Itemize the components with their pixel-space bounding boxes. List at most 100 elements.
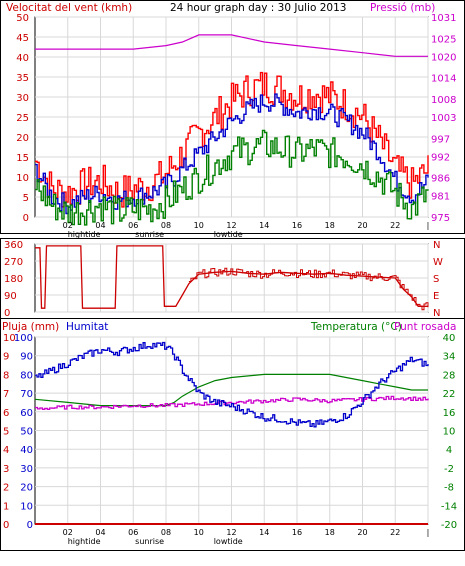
pressure-ytick-label: 1025 (431, 34, 456, 45)
temperature-ytick-label: 16 (443, 408, 456, 419)
dewpoint-ylabel: Punt rosada (394, 321, 456, 333)
humidity-series-line (35, 341, 429, 428)
temperature-xtick-label: 06 (128, 528, 138, 537)
temperature-xtick-label: 02 (63, 528, 73, 537)
temperature-ytick-label: -2 (444, 464, 454, 475)
temperature-marker-hightide: hightide (68, 537, 101, 546)
rain-ylabel: Pluja (mm) (2, 321, 59, 333)
pressure-ytick-label: 986 (431, 174, 450, 185)
pressure-ytick-label: 992 (431, 152, 450, 163)
humidity-ytick-label: 70 (20, 389, 33, 400)
temperature-xtick-label: 16 (292, 528, 302, 537)
direction-compass-label: N (433, 240, 440, 251)
temperature-ytick-label: 22 (443, 389, 456, 400)
temperature-xtick-label: 14 (259, 528, 269, 537)
wind-xtick-label: 12 (226, 221, 236, 230)
temperature-ytick-label: 28 (443, 370, 456, 381)
temperature-xtick-label: 12 (226, 528, 236, 537)
temperature-xtick-label: | (427, 528, 430, 537)
humidity-ytick-label: 30 (20, 464, 33, 475)
humidity-ytick-label: 50 (20, 427, 33, 438)
pressure-series-line (35, 34, 428, 57)
direction-compass-label: W (433, 257, 443, 268)
panel-temperature: Pluja (mm) Humitat Temperatura (°C) Punt… (0, 318, 465, 551)
direction-ytick-label: 90 (4, 291, 17, 302)
pressure-ytick-label: 1008 (431, 95, 456, 106)
temperature-ytick-label: 34 (443, 352, 456, 363)
wind-xtick-label: 18 (325, 221, 335, 230)
wind-xtick-label: 16 (292, 221, 302, 230)
rain-ytick-label: 9 (3, 352, 9, 363)
direction-jitter-line (188, 267, 429, 311)
pressure-ytick-label: 997 (431, 134, 450, 145)
temperature-xtick-label: 08 (161, 528, 171, 537)
humidity-ytick-label: 100 (14, 333, 33, 344)
pressure-ytick-label: 1014 (431, 74, 456, 85)
wind-ytick-label: 20 (16, 133, 29, 144)
pressure-ytick-label: 975 (431, 213, 450, 224)
wind-ytick-label: 10 (16, 173, 29, 184)
pressure-ytick-label: 1031 (431, 13, 456, 24)
humidity-ytick-label: 10 (20, 501, 33, 512)
gust-series-line (35, 71, 429, 208)
humidity-ytick-label: 0 (27, 520, 33, 531)
wind-marker-hightide: hightide (68, 230, 101, 239)
wind-xtick-label: 20 (357, 221, 367, 230)
wind-ytick-label: 25 (16, 113, 29, 124)
pressure-ytick-label: 1020 (431, 52, 456, 63)
wind-marker-lowtide: lowtide (214, 230, 243, 239)
temperature-ytick-label: 4 (446, 445, 452, 456)
direction-ytick-label: 180 (4, 274, 23, 285)
temperature-xtick-label: 18 (325, 528, 335, 537)
temperature-ylabel: Temperatura (°C) (310, 321, 402, 333)
panel-wind: Velocitat del vent (kmh) 24 hour graph d… (0, 0, 465, 239)
temperature-ytick-label: 10 (443, 427, 456, 438)
temperature-xtick-label: 22 (390, 528, 400, 537)
temperature-xtick-label: 04 (95, 528, 105, 537)
humidity-ytick-label: 60 (20, 408, 33, 419)
rain-ytick-label: 0 (3, 520, 9, 531)
pressure-ytick-label: 1003 (431, 113, 456, 124)
rain-ytick-label: 2 (3, 483, 9, 494)
wind-ytick-label: 0 (23, 213, 29, 224)
temperature-marker-lowtide: lowtide (214, 537, 243, 546)
wind-xtick-label: 10 (194, 221, 204, 230)
wind-xtick-label: 08 (161, 221, 171, 230)
temperature-ytick-label: -20 (441, 520, 457, 531)
dewpoint-series-line (35, 395, 429, 410)
wind-xtick-label: 02 (63, 221, 73, 230)
wind-ylabel: Velocitat del vent (kmh) (6, 2, 132, 14)
avg-series-line (35, 93, 429, 215)
rain-ytick-label: 3 (3, 464, 9, 475)
pressure-ylabel: Pressió (mb) (370, 2, 435, 14)
direction-compass-label: N (433, 308, 440, 319)
wind-ytick-label: 30 (16, 93, 29, 104)
wind-xtick-label: 22 (390, 221, 400, 230)
direction-ytick-label: 0 (4, 308, 10, 319)
wind-ytick-label: 35 (16, 73, 29, 84)
rain-ytick-label: 5 (3, 427, 9, 438)
rain-ytick-label: 7 (3, 389, 9, 400)
direction-ytick-label: 270 (4, 257, 23, 268)
humidity-ytick-label: 80 (20, 370, 33, 381)
min-series-line (35, 129, 429, 226)
humidity-ylabel: Humitat (66, 321, 108, 333)
wind-marker-sunrise: sunrise (135, 230, 164, 239)
humidity-ytick-label: 40 (20, 445, 33, 456)
humidity-ytick-label: 90 (20, 352, 33, 363)
wind-xtick-label: | (427, 221, 430, 230)
wind-ytick-label: 50 (16, 13, 29, 24)
direction-ytick-label: 360 (4, 240, 23, 251)
direction-compass-label: E (433, 291, 439, 302)
wind-title: 24 hour graph day : 30 Julio 2013 (170, 2, 346, 14)
temperature-xtick-label: 20 (357, 528, 367, 537)
humidity-ytick-label: 20 (20, 483, 33, 494)
rain-ytick-label: 1 (3, 501, 9, 512)
rain-ytick-label: 6 (3, 408, 9, 419)
rain-ytick-label: 4 (3, 445, 9, 456)
wind-ytick-label: 15 (16, 153, 29, 164)
direction-compass-label: S (433, 274, 439, 285)
temperature-ytick-label: -8 (444, 483, 454, 494)
